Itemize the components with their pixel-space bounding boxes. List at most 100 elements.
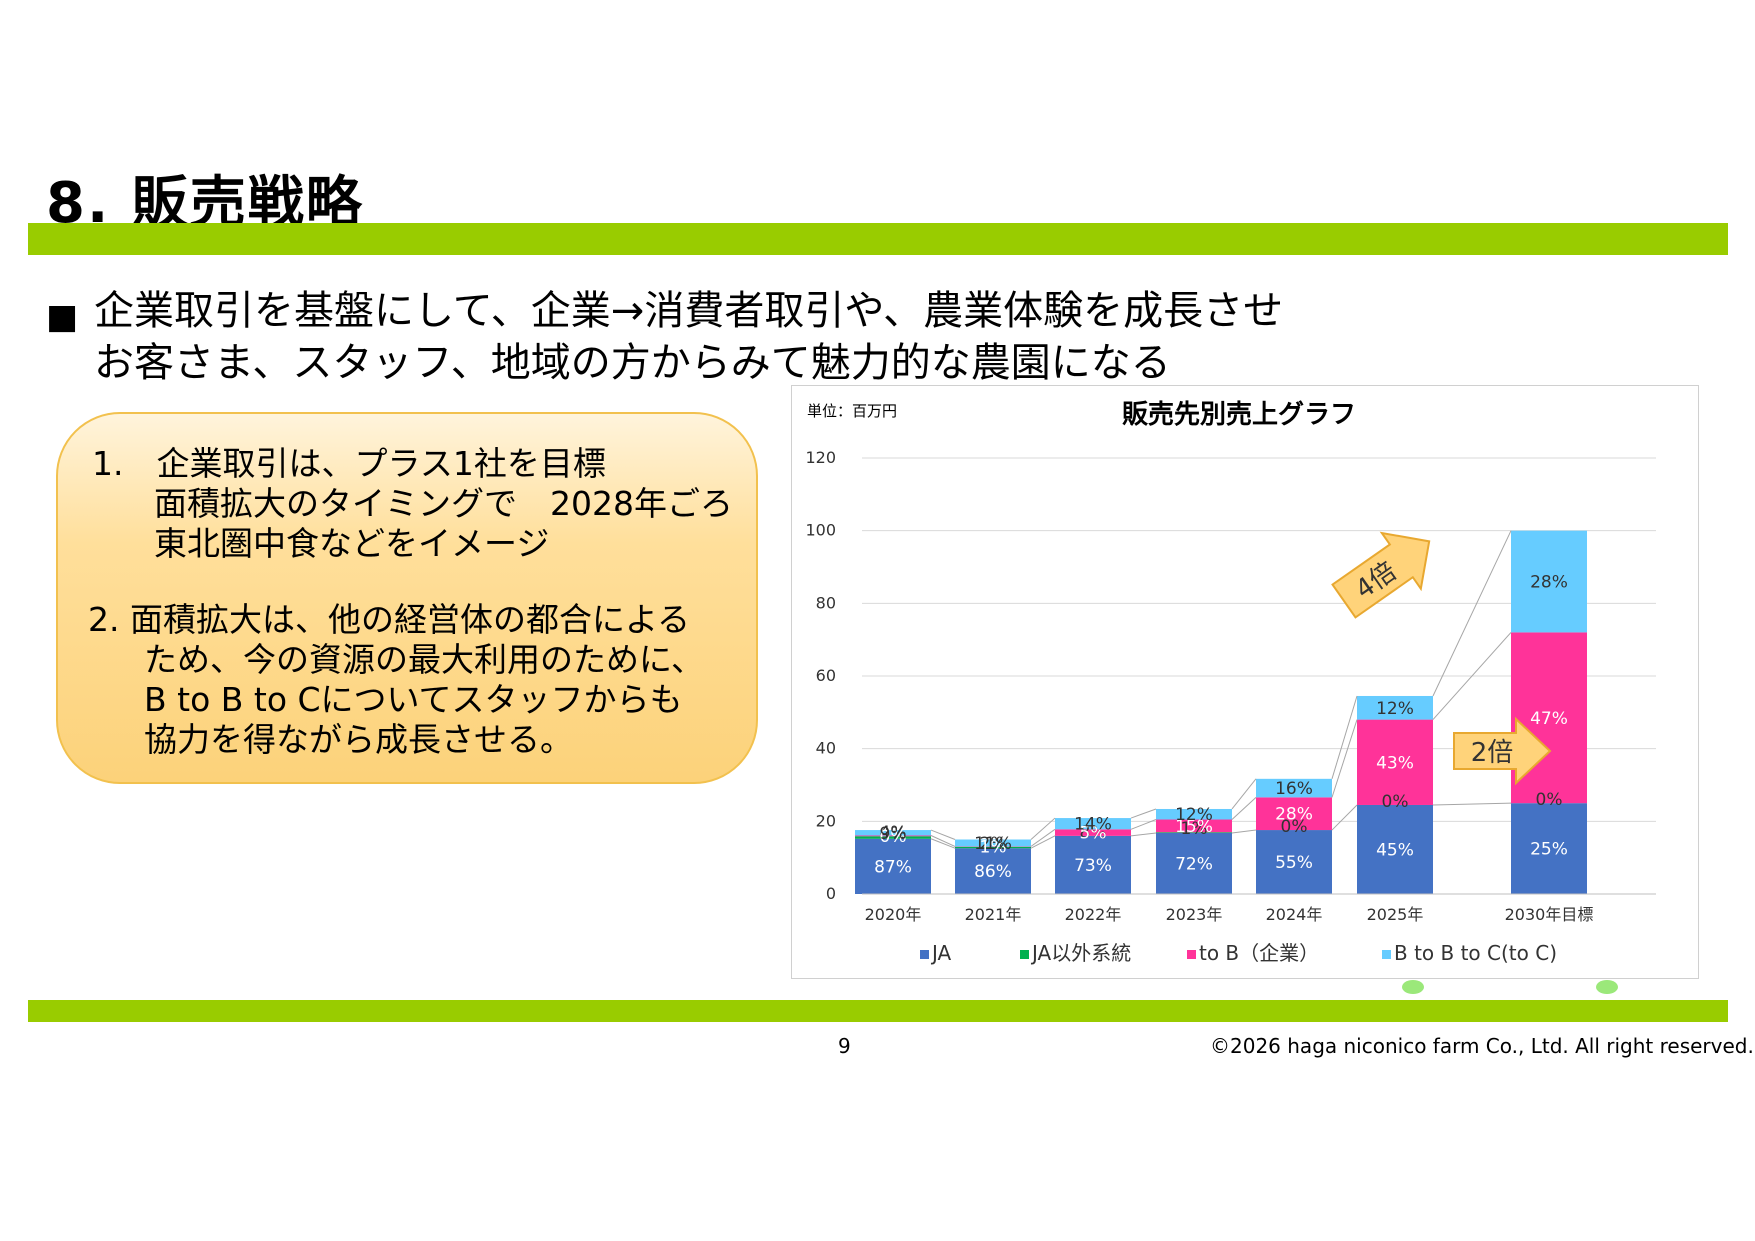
bar-segment-1 [955,846,1031,849]
bar-segment-1 [1156,832,1232,833]
bar-segment-3 [1357,695,1433,720]
series-connector-line [1030,817,1056,840]
bar-segment-0 [1055,835,1131,894]
legend-label: JA [930,941,952,965]
data-label: 73% [1074,856,1112,876]
data-label: 45% [1376,840,1414,860]
data-label: 43% [1376,753,1414,773]
headline-bullet: ■ 企業取引を基盤にして、企業→消費者取引や、農業体験を成長させ お客さま、スタ… [46,285,1386,389]
box-line: 協力を得ながら成長させる。 [144,720,573,759]
sales-chart: 単位：百万円 販売先別売上グラフ 0 20 40 60 80 100 120 2020年 202… [791,385,1699,979]
data-label: 28% [1275,805,1313,825]
data-label: 0% [880,827,907,847]
decorative-dot [1596,980,1618,994]
bar-segment-2 [1055,829,1131,836]
x-tick-label: 2021年 [965,905,1022,924]
strategy-callout-box: 1. 企業取引は、プラス1社を目標 面積拡大のタイミングで 2028年ごろ 東北… [56,412,758,784]
x-tick-label: 2022年 [1065,905,1122,924]
bar-segment-0 [955,848,1031,894]
data-label: 47% [1530,709,1568,729]
legend-swatch [1020,950,1029,959]
x-tick-label: 2025年 [1367,905,1424,924]
legend-swatch [920,950,929,959]
series-connector-line [1432,530,1512,697]
series-connector-line [930,838,956,849]
series-connector-line [1432,632,1512,720]
series-connector-line [1331,719,1358,798]
x-tick-label: 2024年 [1266,905,1323,924]
data-label: 25% [1530,840,1568,860]
series-connector-line [1231,829,1257,834]
bar-segment-3 [1256,778,1332,798]
legend-swatch [1187,950,1196,959]
box-line: 1. 企業取引は、プラス1社を目標 [92,444,606,483]
box-line: ため、今の資源の最大利用のために、 [144,640,705,679]
data-label: 72% [1175,854,1213,874]
bar-segment-0 [1357,804,1433,894]
bar-segment-1 [855,836,931,839]
bar-segment-2 [1256,797,1332,831]
bar-segment-0 [1156,832,1232,894]
arrow-shape [1331,531,1431,619]
bar-segment-3 [1511,530,1587,633]
box-line: 2. 面積拡大は、他の経営体の都合による [88,600,690,639]
y-tick-label: 120 [805,448,836,467]
series-connector-line [1231,796,1257,820]
data-label: 9% [880,824,907,844]
bar-segment-3 [855,830,931,836]
series-connector-line [1030,828,1056,847]
square-bullet-icon: ■ [46,297,79,337]
y-tick-label: 60 [816,666,836,685]
data-label: 55% [1275,853,1313,873]
data-label: 1% [1181,819,1208,839]
chart-unit-label: 単位：百万円 [807,402,898,420]
box-line: 東北圏中食などをイメージ [154,524,550,563]
header-accent-bar [28,223,1728,255]
data-label: 4% [880,823,907,843]
series-connector-line [1130,832,1157,837]
page-number: 9 [838,1034,851,1058]
series-connector-line [1331,804,1358,831]
data-label: 86% [974,862,1012,882]
data-label: 12% [1175,805,1213,825]
data-label: 15% [1175,817,1213,837]
box-line: B to B to Cについてスタッフからも [144,680,683,719]
headline-line-1: 企業取引を基盤にして、企業→消費者取引や、農業体験を成長させ [94,288,1284,334]
legend-swatch [1382,950,1391,959]
box-line: 面積拡大のタイミングで 2028年ごろ [154,484,733,523]
legend-label: B to B to C(to C) [1394,941,1557,965]
series-connector-line [930,835,956,847]
series-connector-line [1331,695,1358,779]
series-connector-line [930,829,956,840]
headline-line-2: お客さま、スタッフ、地域の方からみて魅力的な農園になる [94,340,1171,386]
series-connector-line [1030,835,1056,849]
series-connector-line [1130,808,1157,819]
data-label: 16% [1275,779,1313,799]
series-connector-line [1130,819,1157,830]
footer-accent-bar [28,1000,1728,1022]
x-tick-label: 2030年目標 [1505,905,1594,924]
bar-segment-0 [1256,830,1332,894]
series-connector-line [1432,802,1512,806]
bar-segment-3 [1156,808,1232,820]
legend-label: to B（企業） [1199,941,1319,965]
chart-canvas: 0 20 40 60 80 100 120 2020年 2021年 2022年 2023年 2024年… [805,448,1656,965]
data-label: 12% [1376,699,1414,719]
data-label: 14% [1074,815,1112,835]
data-label: 1% [980,838,1007,858]
bar-segment-2 [855,835,931,837]
data-label: 5% [1080,824,1107,844]
x-tick-label: 2020年 [865,905,922,924]
bar-segment-3 [955,839,1031,847]
growth-arrow-2x: 2倍 [1453,716,1552,786]
y-tick-label: 40 [816,739,836,758]
data-label: 2% [980,834,1007,854]
bar-segment-3 [1055,818,1131,830]
x-tick-label: 2023年 [1166,905,1223,924]
y-tick-label: 80 [816,593,836,612]
legend-label: JA以外系統 [1030,941,1131,965]
data-label: 0% [1382,792,1409,812]
decorative-dot [1402,980,1424,994]
series-connector-line [1231,778,1257,810]
data-label: 0% [1536,790,1563,810]
